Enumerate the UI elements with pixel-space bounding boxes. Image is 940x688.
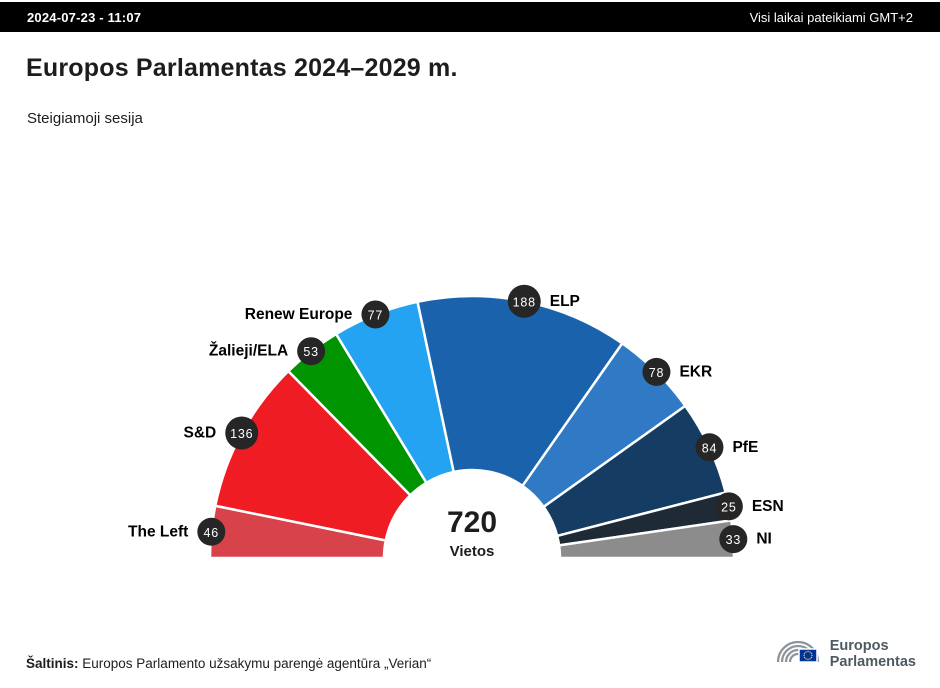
segment-label: NI bbox=[756, 531, 772, 548]
source-text: Europos Parlamento užsakymu parengė agen… bbox=[78, 656, 432, 671]
segment-label: Žalieji/ELA bbox=[209, 342, 288, 360]
seat-count-badge bbox=[225, 416, 259, 450]
source-label: Šaltinis: bbox=[26, 656, 79, 671]
eu-flag-icon bbox=[798, 648, 818, 663]
segment-label: Renew Europe bbox=[245, 306, 353, 323]
seat-count-badge bbox=[197, 517, 226, 546]
chart-segment-4 bbox=[416, 294, 624, 488]
segment-label: ESN bbox=[752, 498, 784, 515]
datetime-label: 2024-07-23 - 11:07 bbox=[27, 9, 142, 25]
seat-count-badge bbox=[297, 337, 326, 366]
seat-count: 84 bbox=[702, 441, 718, 455]
segment-label: The Left bbox=[128, 523, 188, 540]
center-total-sublabel: Vietos bbox=[450, 543, 495, 560]
center-total: 720 bbox=[447, 506, 497, 539]
segment-label: ELP bbox=[550, 293, 580, 310]
page-title: Europos Parlamentas 2024–2029 m. bbox=[26, 54, 458, 82]
seat-count-badge bbox=[695, 433, 724, 462]
segment-labels: The Left S&D Žalieji/ELA Renew Europe ELP EKR… bbox=[128, 293, 784, 548]
chart-segment-1 bbox=[214, 369, 412, 542]
top-bar: 2024-07-23 - 11:07 Visi laikai pateikiam… bbox=[0, 2, 940, 32]
ep-logo: Europos Parlamentas bbox=[774, 632, 916, 676]
seat-count: 78 bbox=[649, 366, 665, 380]
seat-count: 53 bbox=[303, 345, 319, 359]
seat-count: 136 bbox=[230, 427, 253, 441]
segment-label: S&D bbox=[184, 424, 217, 441]
ep-logo-line1: Europos bbox=[829, 638, 889, 654]
segment-label: EKR bbox=[679, 363, 712, 380]
page-subtitle: Steigiamoji sesija bbox=[27, 110, 143, 127]
seat-count-badge bbox=[719, 525, 748, 554]
seat-count: 33 bbox=[726, 533, 742, 547]
source-note: Šaltinis: Europos Parlamento užsakymu pa… bbox=[26, 656, 431, 671]
seat-count: 25 bbox=[721, 500, 737, 514]
seat-count: 77 bbox=[368, 308, 384, 322]
ep-logo-line2: Parlamentas bbox=[829, 654, 916, 670]
seat-count-badge bbox=[714, 492, 743, 521]
segment-label: PfE bbox=[732, 439, 758, 456]
seat-count-badge bbox=[642, 357, 671, 386]
ep-logo-glyph bbox=[776, 640, 819, 663]
seat-count: 188 bbox=[513, 295, 536, 309]
seat-badges: 46 136 53 77 188 78 84 25 33 bbox=[197, 284, 748, 554]
timezone-note: Visi laikai pateikiami GMT+2 bbox=[749, 9, 913, 25]
ep-logo-text: Europos Parlamentas bbox=[830, 638, 916, 670]
seat-count-badge bbox=[361, 300, 390, 329]
seat-count-badge bbox=[507, 284, 541, 318]
seat-count: 46 bbox=[204, 526, 220, 540]
